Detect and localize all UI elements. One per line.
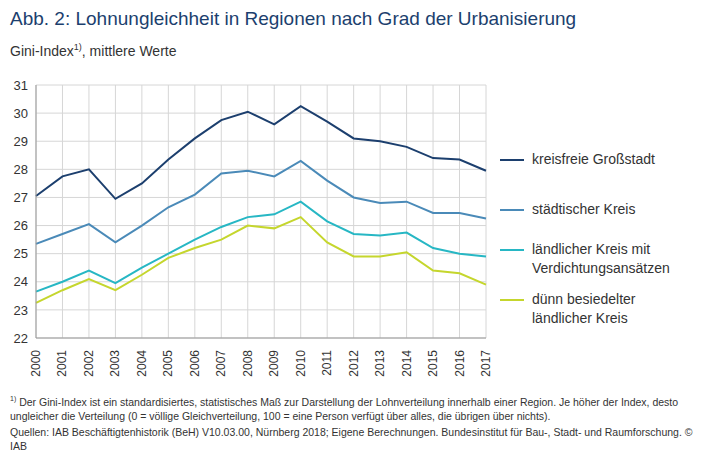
svg-text:27: 27 [14,190,28,205]
svg-text:2017: 2017 [479,350,492,377]
svg-text:26: 26 [14,218,28,233]
svg-text:2008: 2008 [241,350,255,377]
svg-text:2001: 2001 [55,350,69,377]
svg-text:2012: 2012 [347,350,361,377]
svg-text:2006: 2006 [188,350,202,377]
svg-text:2013: 2013 [373,350,387,377]
svg-text:28: 28 [14,162,28,177]
svg-text:24: 24 [14,274,28,289]
html-text:Gini-Index1), mittlere Werte: Gini-Index1), mittlere Werte [10,42,177,59]
svg-text:29: 29 [14,134,28,149]
svg-text:25: 25 [14,246,28,261]
svg-text:2003: 2003 [108,350,122,377]
html-text:dünn besiedelter ländlicher Kr: dünn besiedelter ländlicher Kreis [532,291,636,326]
svg-text:2009: 2009 [267,350,281,377]
svg-text:30: 30 [14,106,28,121]
html-text:1) Der Gini-Index ist ein stan: 1) Der Gini-Index ist ein standardisiert… [10,395,679,422]
svg-text:2016: 2016 [453,350,467,377]
html-text:städtischer Kreis: städtischer Kreis [532,201,636,217]
svg-text:22: 22 [14,331,28,346]
svg-text:2002: 2002 [82,350,96,377]
svg-text:31: 31 [14,78,28,93]
svg-text:2000: 2000 [29,350,43,377]
svg-text:2011: 2011 [320,350,334,376]
html-text:Quellen: IAB Beschäftigtenhist: Quellen: IAB Beschäftigtenhistorik (BeH)… [10,425,693,452]
svg-text:2015: 2015 [426,350,440,377]
svg-text:2010: 2010 [294,350,308,377]
html-text:kreisfreie Großstadt: kreisfreie Großstadt [532,151,655,167]
svg-text:2005: 2005 [161,350,175,377]
html-text:Abb. 2: Lohnungleichheit in Re: Abb. 2: Lohnungleichheit in Regionen nac… [10,8,577,29]
svg-text:23: 23 [14,303,28,318]
svg-text:2004: 2004 [135,350,149,377]
svg-text:2007: 2007 [214,350,228,377]
svg-text:2014: 2014 [400,350,414,377]
html-text:ländlicher Kreis mit Verdichtu: ländlicher Kreis mit Verdichtungsansätze… [532,241,670,276]
